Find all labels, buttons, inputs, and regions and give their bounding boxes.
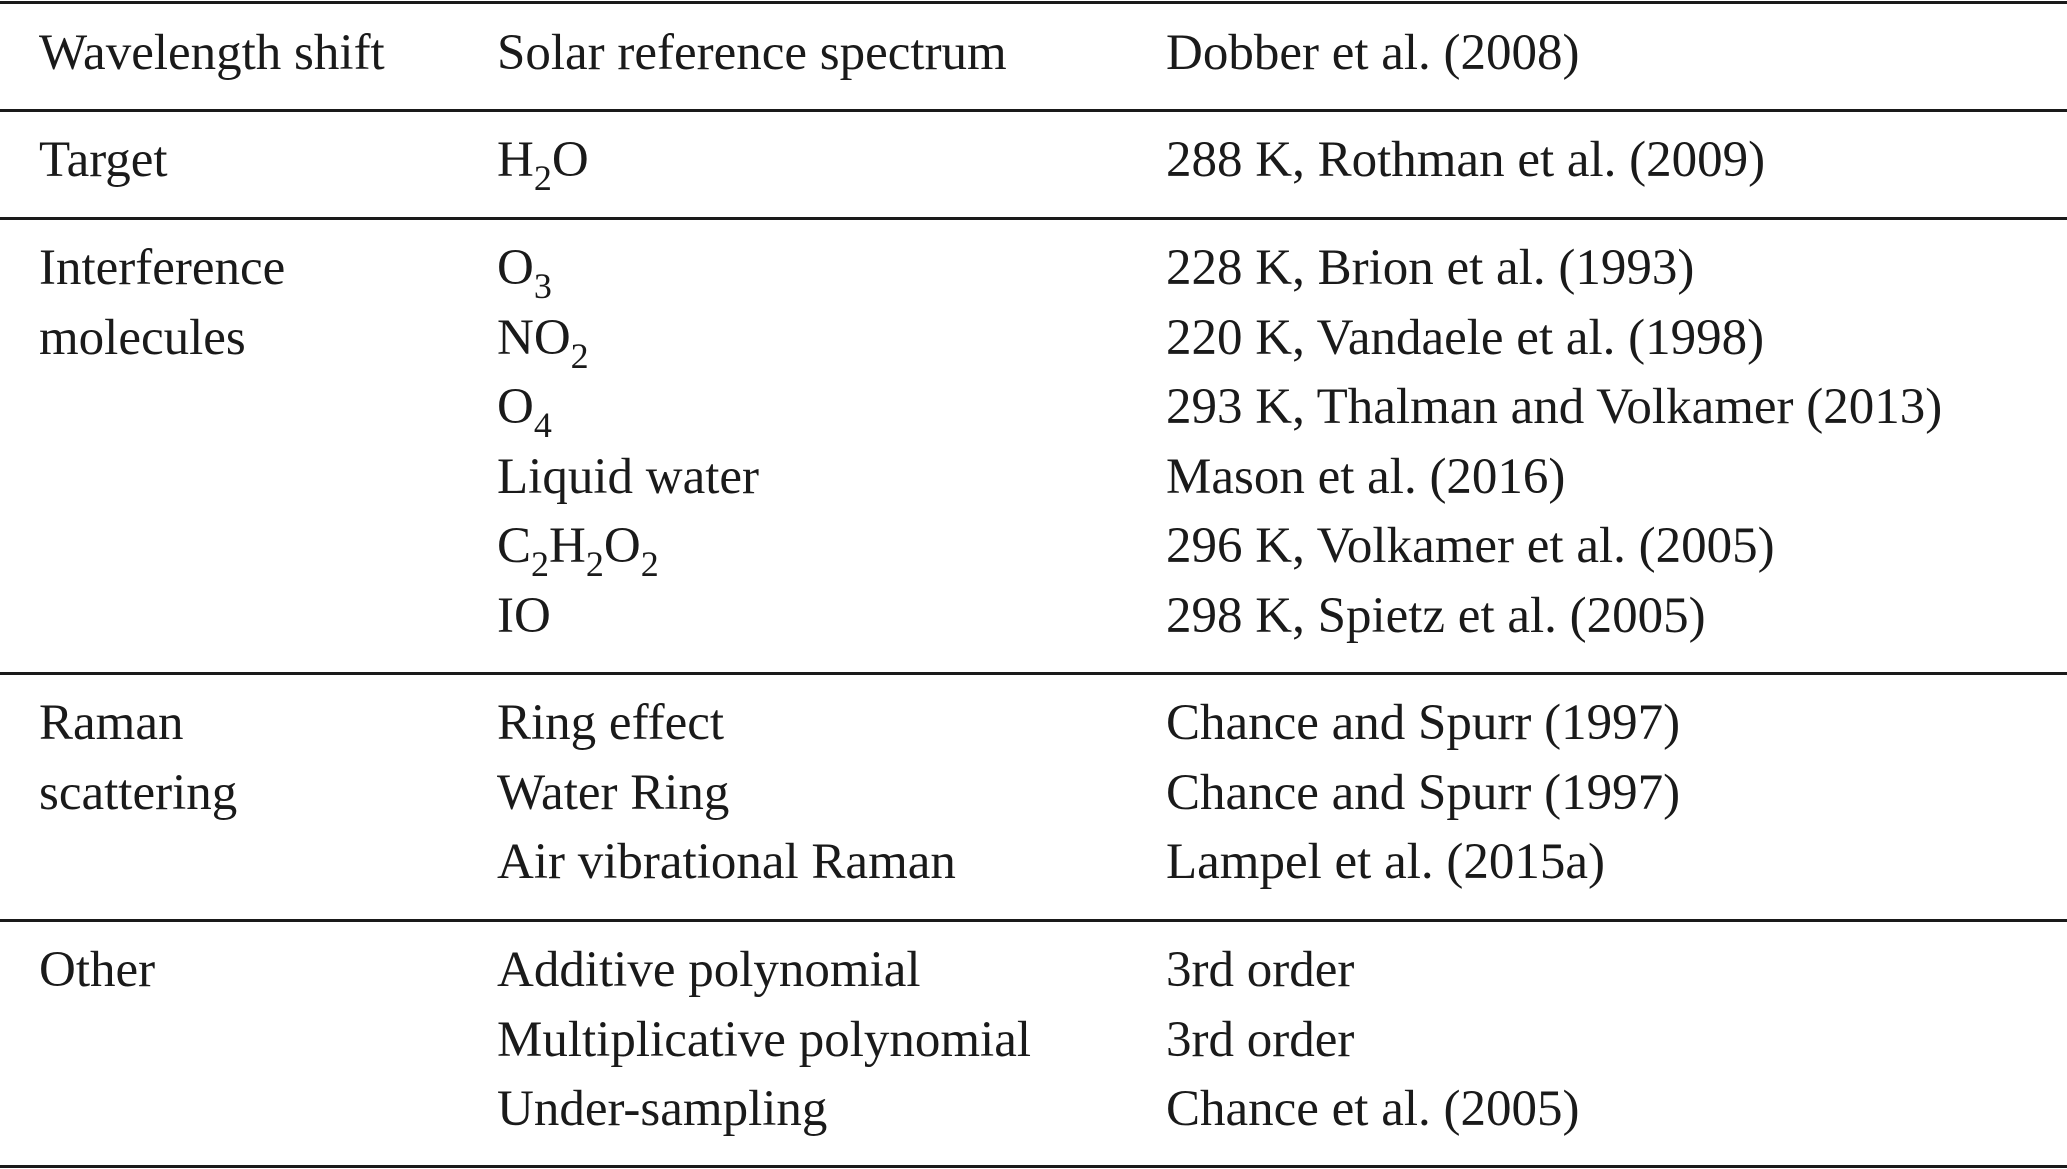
item-text: Multiplicative polynomial bbox=[497, 1011, 1032, 1068]
group-rule bbox=[0, 672, 2067, 675]
item-cell: Under-sampling bbox=[497, 1075, 827, 1143]
reference-cell: 296 K, Volkamer et al. (2005) bbox=[1166, 518, 1775, 574]
reference-cell: 298 K, Spietz et al. (2005) bbox=[1166, 587, 1706, 644]
item-text: H bbox=[549, 518, 586, 574]
category-label: scattering bbox=[39, 764, 238, 821]
item-text: Water Ring bbox=[497, 764, 730, 821]
reference-cell: Lampel et al. (2015a) bbox=[1166, 834, 1605, 890]
subscript: 2 bbox=[533, 158, 552, 198]
item-cell: NO2 bbox=[497, 304, 589, 374]
reference-cell: 288 K, Rothman et al. (2009) bbox=[1166, 132, 1766, 188]
subscript: 2 bbox=[585, 544, 604, 584]
header-category: Wavelength shift bbox=[39, 25, 385, 81]
item-text: Liquid water bbox=[497, 448, 759, 505]
subscript: 2 bbox=[640, 544, 659, 584]
item-text: H bbox=[497, 132, 534, 188]
subscript: 2 bbox=[570, 335, 589, 376]
item-cell: O3 bbox=[497, 234, 552, 304]
reference-cell: Mason et al. (2016) bbox=[1166, 448, 1566, 505]
reference-cell: Chance et al. (2005) bbox=[1166, 1081, 1580, 1137]
item-cell: IO bbox=[497, 582, 551, 650]
bottom-rule bbox=[0, 1165, 2067, 1168]
group-rule bbox=[0, 919, 2067, 922]
subscript: 3 bbox=[533, 266, 552, 306]
item-cell: Ring effect bbox=[497, 689, 724, 757]
category-label: Other bbox=[39, 942, 156, 998]
item-text: O bbox=[603, 518, 641, 574]
reference-cell: 3rd order bbox=[1166, 1011, 1355, 1068]
item-text: IO bbox=[497, 587, 551, 644]
category-label: Interference bbox=[39, 240, 286, 296]
category-label: Raman bbox=[39, 695, 184, 751]
reference-cell: 293 K, Thalman and Volkamer (2013) bbox=[1166, 379, 1943, 435]
item-text: Under-sampling bbox=[497, 1081, 828, 1137]
item-cell: C2H2O2 bbox=[497, 512, 659, 582]
header-item: Solar reference spectrum bbox=[497, 25, 1007, 81]
reference-cell: 3rd order bbox=[1166, 942, 1355, 998]
group-rule bbox=[0, 217, 2067, 220]
item-text: Air vibrational Raman bbox=[497, 834, 956, 890]
item-text: C bbox=[497, 518, 532, 574]
item-cell: O4 bbox=[497, 373, 552, 443]
header-rule bbox=[0, 109, 2067, 112]
category-label: molecules bbox=[39, 309, 246, 366]
item-cell: Liquid water bbox=[497, 443, 759, 511]
reference-cell: Chance and Spurr (1997) bbox=[1166, 764, 1681, 821]
item-text: Ring effect bbox=[497, 695, 725, 751]
item-text: O bbox=[497, 379, 534, 435]
item-text: O bbox=[551, 132, 589, 188]
item-cell: Water Ring bbox=[497, 759, 729, 827]
item-cell: H2O bbox=[497, 126, 589, 196]
item-cell: Air vibrational Raman bbox=[497, 828, 956, 896]
category-label: Target bbox=[39, 132, 168, 188]
item-cell: Additive polynomial bbox=[497, 936, 921, 1004]
header-reference: Dobber et al. (2008) bbox=[1166, 25, 1580, 81]
item-text: Additive polynomial bbox=[497, 942, 921, 998]
top-rule bbox=[0, 1, 2067, 4]
reference-cell: 220 K, Vandaele et al. (1998) bbox=[1166, 309, 1765, 366]
subscript: 4 bbox=[533, 405, 552, 445]
reference-cell: 228 K, Brion et al. (1993) bbox=[1166, 240, 1695, 296]
reference-cell: Chance and Spurr (1997) bbox=[1166, 695, 1681, 751]
item-text: O bbox=[497, 240, 534, 296]
item-cell: Multiplicative polynomial bbox=[497, 1006, 1031, 1074]
item-text: NO bbox=[497, 309, 571, 366]
subscript: 2 bbox=[531, 544, 550, 584]
